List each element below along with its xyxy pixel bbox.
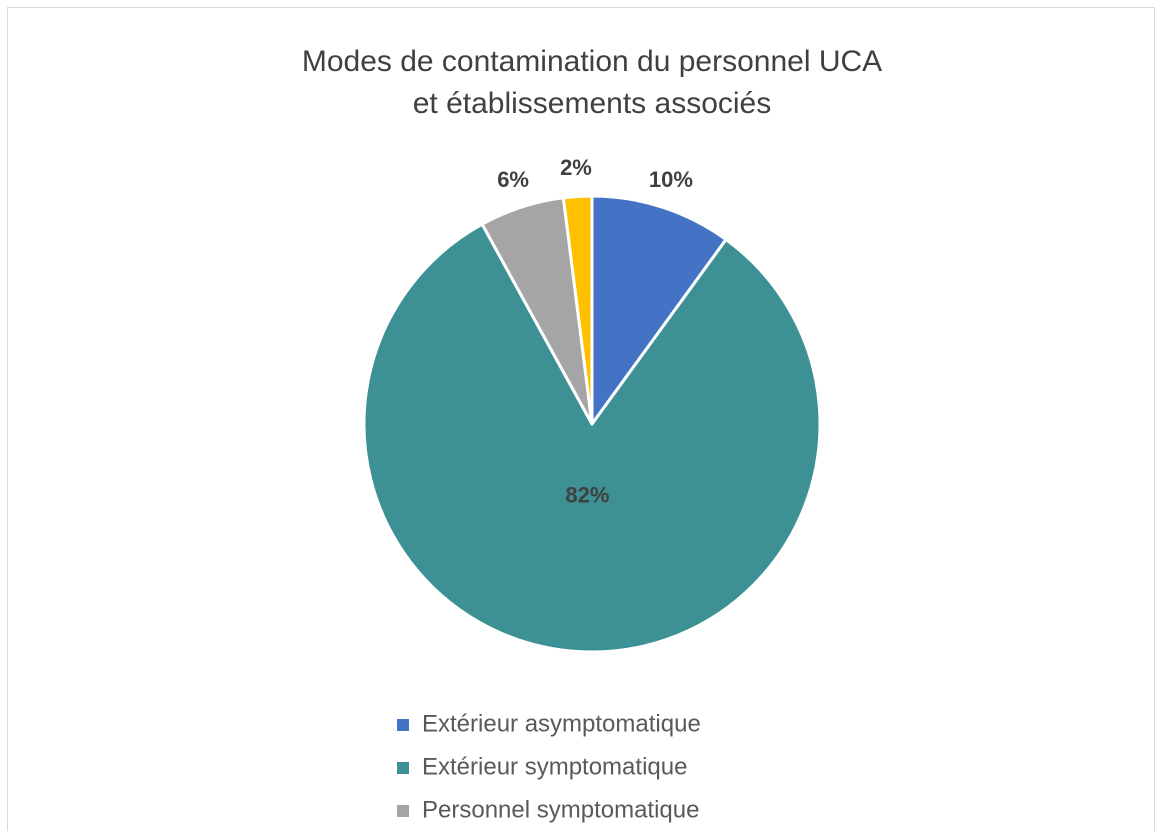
chart-title: Modes de contamination du personnel UCA bbox=[302, 45, 882, 78]
data-label: 2% bbox=[560, 155, 592, 180]
legend-label: Personnel symptomatique bbox=[422, 796, 699, 823]
pie-slice bbox=[362, 222, 822, 654]
pie-slice bbox=[590, 194, 728, 426]
legend-label: Extérieur asymptomatique bbox=[422, 710, 701, 737]
legend-swatch bbox=[397, 762, 409, 774]
pie-slice bbox=[561, 194, 594, 426]
data-label: 6% bbox=[497, 167, 529, 192]
legend-swatch bbox=[397, 805, 409, 817]
legend-label: Extérieur symptomatique bbox=[422, 753, 687, 780]
data-label: 10% bbox=[649, 167, 693, 192]
data-label: 82% bbox=[565, 483, 609, 508]
chart-title: et établissements associés bbox=[413, 87, 772, 120]
legend-swatch bbox=[397, 719, 409, 731]
